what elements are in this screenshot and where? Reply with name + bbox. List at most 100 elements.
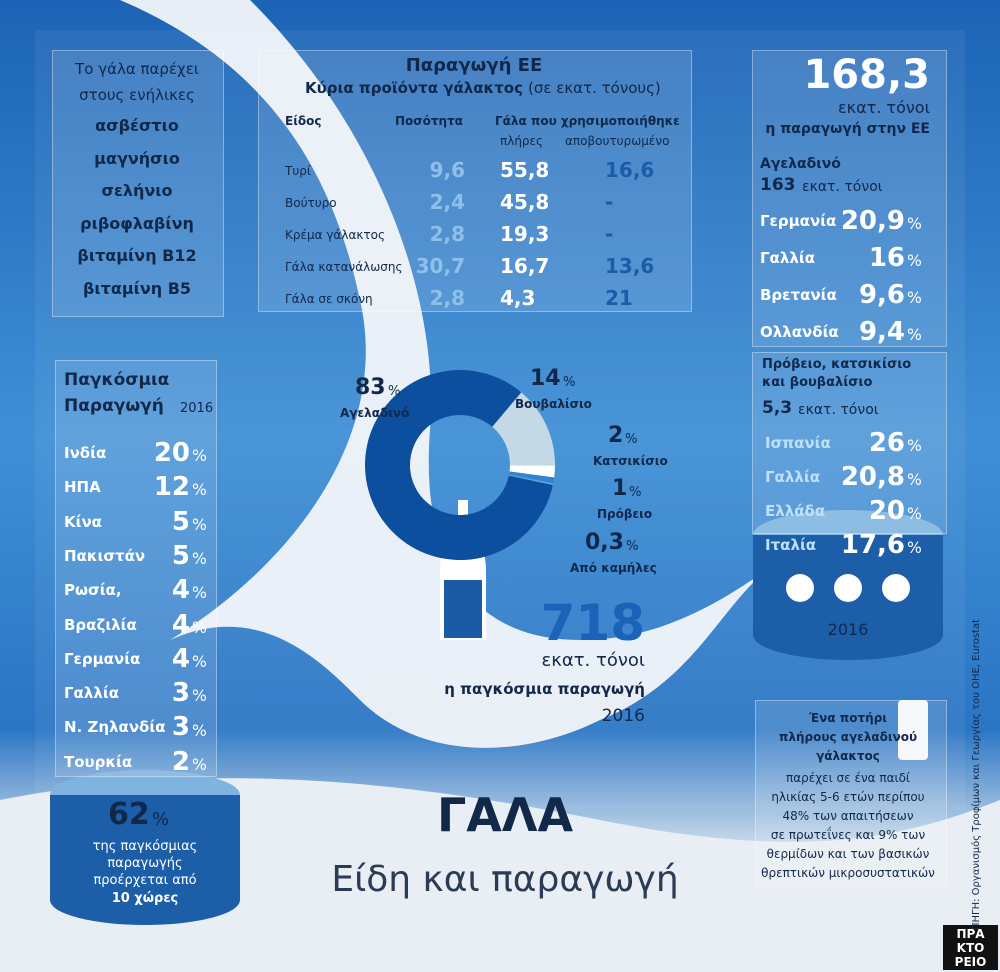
caption: η παγκόσμια παραγωγή [444, 680, 645, 698]
year: 2016 [180, 401, 214, 416]
whole-milk: 19,3 [500, 222, 550, 246]
main-title: ΓΑΛΑ [436, 788, 574, 842]
donut-segment [508, 474, 554, 486]
donut-name: Κατσικίσιο [593, 454, 668, 468]
percent-sign: % [907, 471, 922, 490]
glass-panel [755, 700, 947, 887]
column-header: Είδος [285, 114, 322, 128]
share: 9,6 [858, 280, 905, 310]
sheep-icon [882, 574, 910, 602]
country: Γερμανία [760, 212, 837, 230]
share: 20,8 [840, 462, 905, 492]
share: 2 [171, 746, 190, 777]
glass-line: σε πρωτεΐνες και 9% των [770, 828, 926, 842]
logo-box [943, 925, 998, 970]
percent-sign: % [192, 687, 207, 706]
country: Τουρκία [64, 752, 133, 771]
nutrient: βιταμίνη B12 [77, 246, 197, 265]
table-unit: (σε εκατ. τόνους) [528, 79, 661, 97]
glass-bold: πλήρους αγελαδινού [778, 730, 918, 744]
goat-icon [834, 574, 862, 602]
quantity: 2,8 [429, 222, 465, 246]
column-subheader: αποβουτυρωμένο [565, 134, 670, 148]
country: Βρετανία [760, 286, 837, 304]
country: Ινδία [64, 444, 107, 462]
cow-title: Αγελαδινό [760, 156, 841, 172]
milk-stream [120, 0, 780, 748]
percent-sign: % [907, 215, 922, 234]
unit: εκατ. τόνοι [838, 98, 930, 117]
percent-sign: % [907, 289, 922, 308]
country: Βραζιλία [64, 615, 137, 634]
share-line: παραγωγής [107, 856, 183, 871]
column-header: Ποσότητα [395, 114, 463, 128]
skim-milk: 16,6 [605, 158, 655, 182]
cow-value: 163 [760, 175, 796, 195]
donut-name: Βουβαλίσιο [515, 397, 592, 411]
nutrient: μαγνήσιο [94, 148, 180, 168]
donut-label: 14 [530, 366, 561, 391]
glass-line: θρεπτικών μικροσυστατικών [761, 866, 935, 880]
country: Ρωσία, [64, 581, 122, 600]
percent-sign: % [907, 505, 922, 524]
donut-name: Από καμήλες [570, 561, 657, 575]
other-title: και βουβαλίσιο [762, 375, 873, 390]
share: 3 [171, 712, 190, 743]
eu-total-panel [752, 50, 947, 347]
year: 2016 [601, 706, 645, 726]
nutrient: βιταμίνη B5 [82, 278, 192, 298]
whole-milk: 55,8 [500, 158, 550, 182]
glass-line: 48% των απαιτήσεων [782, 809, 914, 823]
glass-line: θερμίδων και των βασικών [766, 847, 930, 861]
country: Γαλλία [64, 684, 119, 703]
skim-milk: 21 [605, 286, 633, 310]
share: 17,6 [840, 530, 905, 560]
percent-sign: % [907, 437, 922, 456]
milk-pool [0, 778, 1000, 972]
percent-sign: % [192, 652, 207, 671]
share: 12 [153, 472, 190, 503]
donut-chart [365, 370, 555, 560]
share: 16 [868, 243, 905, 273]
percent-sign: % [192, 447, 207, 466]
share: 5 [171, 506, 190, 537]
donut-name: Αγελαδινό [340, 406, 410, 420]
percent-sign: % [192, 618, 207, 637]
country: Γαλλία [765, 468, 820, 486]
country: Ν. Ζηλανδία [64, 718, 166, 737]
world-total: 718 [540, 594, 645, 652]
main-subtitle: Είδη και παραγωγή [331, 859, 679, 900]
unit: εκατ. τόνοι [802, 179, 883, 195]
percent-sign: % [907, 252, 922, 271]
row-name: Γάλα σε σκόνη [285, 292, 373, 306]
country: Γερμανία [64, 649, 141, 668]
nutrient: ασβέστιο [95, 116, 179, 135]
share-line: της παγκόσμιας [92, 839, 198, 854]
country: Ιταλία [765, 536, 817, 554]
percent-sign: % [192, 755, 207, 774]
row-name: Τυρί [285, 164, 311, 178]
row-name: Βούτυρο [285, 196, 337, 210]
share: 5 [171, 540, 190, 571]
world-share: 62 [108, 797, 150, 832]
year: 2016 [827, 620, 869, 639]
whole-milk: 45,8 [500, 190, 550, 214]
glass-bold: Ένα ποτήρι [809, 711, 887, 725]
nutrient: σελήνιο [101, 181, 173, 200]
percent-sign: % [192, 481, 207, 500]
glass-icon [898, 700, 928, 760]
skim-milk: - [605, 222, 614, 246]
percent-sign: % [907, 326, 922, 345]
percent-sign: % [625, 431, 638, 447]
percent-sign: % [388, 383, 401, 399]
glass-line: παρέχει σε ένα παιδί [786, 771, 910, 785]
row-name: Γάλα κατανάλωσης [285, 260, 403, 274]
donut-label: 1 [612, 476, 628, 501]
cow-icon [786, 574, 814, 602]
world-panel [55, 360, 217, 777]
table-subtitle: Κύρια προϊόντα γάλακτος [305, 79, 523, 97]
share-bold: 10 χώρες [111, 891, 179, 906]
country: Πακιστάν [64, 546, 146, 565]
other-value: 5,3 [762, 398, 793, 418]
